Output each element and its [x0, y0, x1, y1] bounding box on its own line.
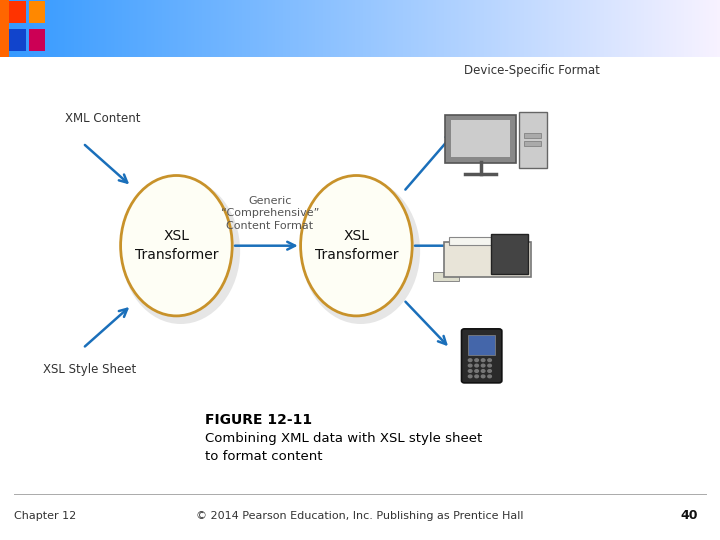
Ellipse shape: [301, 176, 412, 316]
Text: FIGURE 12-11: FIGURE 12-11: [205, 413, 312, 427]
Circle shape: [488, 369, 492, 373]
FancyBboxPatch shape: [9, 1, 26, 23]
FancyBboxPatch shape: [0, 0, 9, 57]
Circle shape: [481, 369, 485, 373]
Circle shape: [469, 375, 472, 378]
Circle shape: [475, 359, 479, 362]
Text: Chapter 12: Chapter 12: [14, 511, 76, 521]
Text: Combining XML data with XSL style sheet
to format content: Combining XML data with XSL style sheet …: [205, 432, 482, 463]
FancyBboxPatch shape: [490, 234, 528, 274]
Circle shape: [481, 359, 485, 362]
FancyBboxPatch shape: [451, 120, 510, 157]
FancyBboxPatch shape: [433, 272, 459, 281]
Circle shape: [488, 359, 492, 362]
FancyBboxPatch shape: [29, 30, 45, 51]
Circle shape: [481, 364, 485, 367]
FancyBboxPatch shape: [519, 112, 547, 168]
FancyBboxPatch shape: [524, 141, 541, 146]
Circle shape: [469, 369, 472, 373]
Ellipse shape: [302, 178, 420, 324]
Text: XSL
Transformer: XSL Transformer: [135, 230, 218, 262]
Text: Device-Specific Format: Device-Specific Format: [464, 64, 600, 77]
Circle shape: [475, 364, 479, 367]
Circle shape: [488, 364, 492, 367]
FancyBboxPatch shape: [444, 242, 531, 277]
FancyBboxPatch shape: [445, 115, 516, 163]
Circle shape: [475, 375, 479, 378]
Text: XSL Style Sheet: XSL Style Sheet: [43, 363, 137, 376]
FancyBboxPatch shape: [524, 133, 541, 138]
Text: © 2014 Pearson Education, Inc. Publishing as Prentice Hall: © 2014 Pearson Education, Inc. Publishin…: [197, 511, 523, 521]
Ellipse shape: [121, 178, 240, 324]
FancyBboxPatch shape: [462, 329, 502, 383]
Text: 40: 40: [681, 509, 698, 522]
FancyBboxPatch shape: [29, 1, 45, 23]
FancyBboxPatch shape: [9, 30, 26, 51]
Text: Generic
“Comprehensive”
Content Format: Generic “Comprehensive” Content Format: [221, 196, 319, 231]
Circle shape: [488, 375, 492, 378]
Circle shape: [469, 359, 472, 362]
Text: XML Content: XML Content: [65, 112, 140, 125]
Circle shape: [475, 369, 479, 373]
Circle shape: [469, 364, 472, 367]
FancyBboxPatch shape: [468, 335, 495, 355]
Ellipse shape: [121, 176, 232, 316]
Text: XSL
Transformer: XSL Transformer: [315, 230, 398, 262]
Circle shape: [481, 375, 485, 378]
FancyBboxPatch shape: [449, 237, 496, 245]
